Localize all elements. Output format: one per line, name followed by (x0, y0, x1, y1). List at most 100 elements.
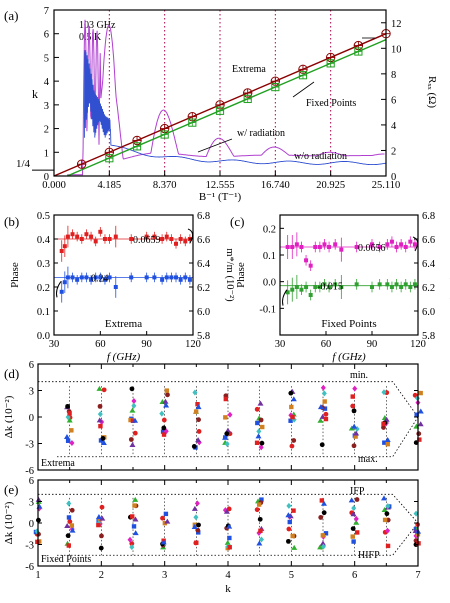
data-point (107, 275, 112, 280)
delta-point (129, 541, 135, 547)
x-tick-label: 30 (275, 339, 286, 350)
panel-e-label: (e) (4, 482, 18, 497)
y-tick-label: 6 (44, 30, 49, 41)
y2-tick-label: 6.6 (422, 235, 435, 246)
delta-point (191, 524, 198, 530)
delta-point (191, 444, 197, 449)
data-point (333, 242, 338, 247)
delta-point (224, 440, 230, 447)
delta-point (160, 515, 165, 521)
x-tick-label: 2 (99, 570, 104, 581)
delta-point (417, 421, 424, 427)
y2-tick-label: 6.2 (422, 283, 435, 294)
corner-label: Fixed Points (41, 554, 91, 565)
delta-point (131, 524, 137, 529)
data-point (370, 285, 374, 289)
delta-point (164, 388, 170, 393)
delta-point (132, 516, 139, 522)
delta-point (417, 437, 422, 442)
delta-point (317, 417, 324, 423)
x-tick-label: 25.110 (372, 180, 401, 191)
delta-point (320, 500, 327, 506)
delta-point (321, 510, 327, 516)
data-point (89, 234, 94, 239)
guide-bottom (57, 416, 419, 458)
delta-point (256, 502, 262, 507)
delta-point (224, 539, 231, 545)
delta-point (381, 421, 386, 426)
data-point (75, 234, 80, 239)
delta-point (69, 527, 76, 533)
fixed-point-cross (354, 47, 362, 56)
delta-point (412, 392, 418, 398)
y2-tick-label: 6.4 (422, 259, 436, 270)
data-point (178, 277, 183, 282)
delta-point (100, 439, 107, 445)
delta-point (257, 400, 264, 406)
extrema-point-cross (77, 159, 86, 169)
delta-point (69, 507, 75, 513)
panel-b-label: (b) (4, 214, 19, 229)
delta-point (65, 533, 71, 539)
y-axis-label: Phase (9, 262, 21, 288)
delta-point (160, 429, 166, 434)
fixed-point-cross (105, 154, 113, 162)
data-point (313, 285, 318, 289)
delta-point (320, 384, 326, 391)
x-tick-label: 30 (49, 339, 60, 350)
delta-point (196, 417, 201, 423)
delta-point (96, 385, 103, 391)
delta-point (165, 392, 170, 398)
delta-point (320, 533, 326, 538)
y2-tick-label: 0 (391, 172, 396, 183)
delta-point (290, 414, 295, 420)
delta-point (195, 401, 200, 407)
delta-point (381, 425, 386, 430)
panel-c-label: (c) (230, 214, 244, 229)
y-tick-label: 0.5 (37, 211, 50, 222)
delta-point (351, 408, 357, 414)
y-axis-label: k (32, 87, 38, 101)
x-tick-label: 4.185 (98, 180, 122, 191)
delta-point (256, 540, 263, 546)
x-tick-label: 3 (162, 570, 167, 581)
delta-point (254, 440, 260, 445)
x-tick-label: 1 (35, 570, 40, 581)
delta-point (132, 496, 139, 502)
delta-point (222, 507, 228, 514)
data-point (385, 242, 390, 247)
delta-point (385, 543, 391, 549)
data-point (285, 290, 290, 295)
y-tick-label: 3 (29, 498, 34, 509)
delta-point (321, 390, 327, 397)
y-tick-label: 6 (29, 476, 34, 487)
data-point (144, 234, 149, 239)
delta-point (351, 539, 356, 544)
y2-tick-label: 10 (391, 44, 402, 55)
delta-point (65, 403, 71, 409)
y-tick-label: -6 (25, 466, 34, 477)
delta-point (384, 437, 391, 443)
data-point (408, 239, 413, 244)
delta-point (417, 408, 424, 414)
delta-point (323, 531, 329, 536)
data-point (354, 245, 359, 249)
data-point (290, 245, 295, 249)
delta-point (256, 428, 262, 435)
delta-point (224, 431, 230, 437)
y-tick-label: -3 (25, 541, 34, 552)
data-point (107, 237, 112, 241)
delta-point (193, 514, 199, 521)
y-tick-label: 5 (44, 53, 49, 64)
data-point (412, 242, 417, 247)
delta-point (354, 497, 360, 502)
y-tick-label: 0.3 (37, 259, 50, 270)
data-point (313, 245, 318, 249)
data-point (62, 244, 67, 249)
delta-point (353, 430, 360, 436)
delta-point (258, 528, 263, 533)
delta-point (195, 437, 202, 443)
delta-point (132, 503, 137, 508)
delta-point (319, 498, 325, 503)
